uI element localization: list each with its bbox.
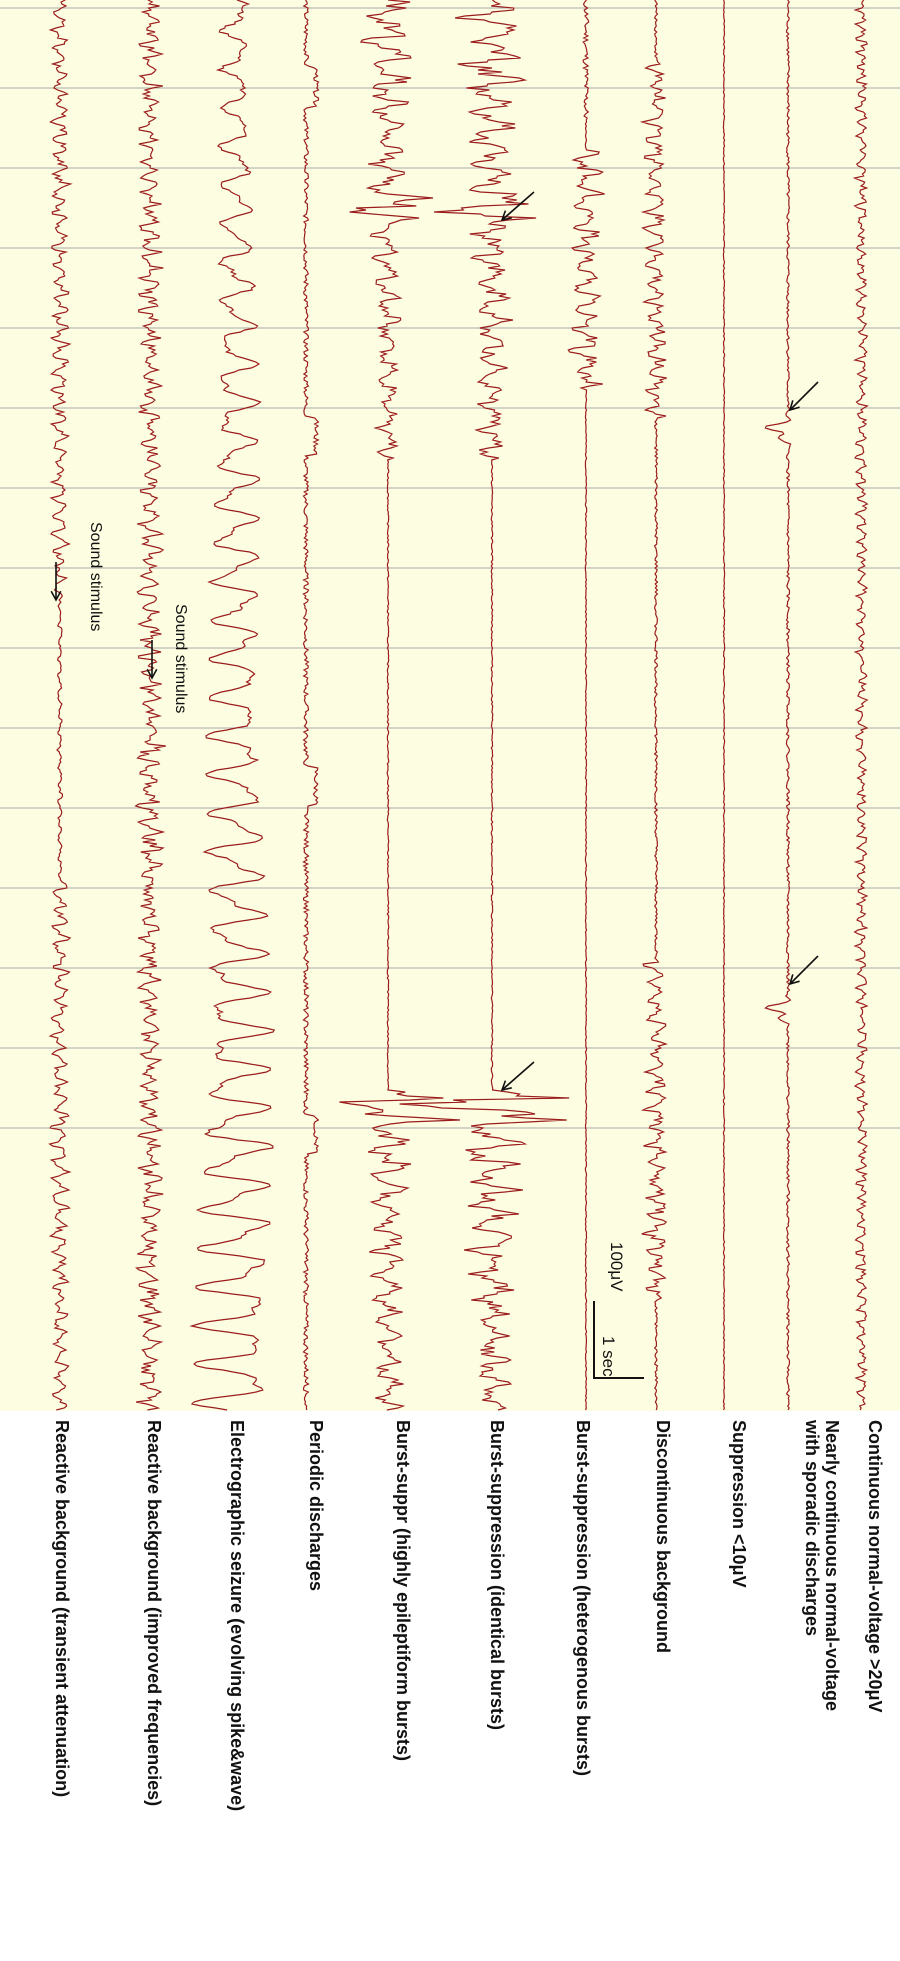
- trace-bs-heterogenous: [567, 0, 605, 1411]
- label-bs-epileptiform: Burst-suppr (highly epileptiform bursts): [390, 1420, 418, 1950]
- label-bs-identical-text: Burst-suppression (identical bursts): [487, 1420, 507, 1731]
- label-bs-heterogenous: Burst-suppression (heterogenous bursts): [570, 1420, 598, 1950]
- label-reactive-improved: Reactive background (improved frequencie…: [141, 1420, 169, 1950]
- label-bs-epileptiform-text: Burst-suppr (highly epileptiform bursts): [393, 1420, 413, 1762]
- scale-bar-amplitude-label: 100μV: [607, 1242, 626, 1292]
- label-bs-identical: Burst-suppression (identical bursts): [484, 1420, 512, 1950]
- arrow-sporadic-bottom-icon: [788, 955, 819, 986]
- label-continuous-normal-text: Continuous normal-voltage >20μV: [865, 1420, 885, 1713]
- trace-seizure: [189, 0, 276, 1411]
- trace-bs-epileptiform: [339, 0, 461, 1411]
- trace-suppression: [722, 0, 726, 1411]
- label-nearly-continuous-text: Nearly continuous normal-voltage with sp…: [802, 1420, 842, 1711]
- label-reactive-attenuation-text: Reactive background (transient attenuati…: [52, 1420, 72, 1798]
- trace-discontinuous: [639, 0, 669, 1411]
- label-seizure: Electrographic seizure (evolving spike&w…: [224, 1420, 252, 1950]
- label-nearly-continuous-line2: with sporadic discharges: [802, 1420, 822, 1637]
- scale-bar-time-label: 1 sec: [599, 1336, 618, 1377]
- label-nearly-continuous: Nearly continuous normal-voltage with sp…: [800, 1420, 844, 1950]
- label-reactive-attenuation: Reactive background (transient attenuati…: [49, 1420, 77, 1950]
- label-periodic: Periodic discharges: [303, 1420, 331, 1950]
- label-nearly-continuous-line1: Nearly continuous normal-voltage: [822, 1420, 842, 1712]
- trace-nearly-continuous: [764, 0, 792, 1411]
- sound-stimulus-label-2: Sound stimulus: [172, 604, 189, 714]
- arrow-sound-1-icon: [50, 562, 62, 602]
- trace-reactive-attenuation: [48, 0, 73, 1411]
- label-suppression-text: Suppression <10μV: [729, 1420, 749, 1588]
- label-reactive-improved-text: Reactive background (improved frequencie…: [144, 1420, 164, 1807]
- trace-bs-identical: [399, 0, 570, 1411]
- eeg-plot-area: [0, 0, 900, 1411]
- label-bs-heterogenous-text: Burst-suppression (heterogenous bursts): [573, 1420, 593, 1777]
- scale-bar: [593, 1301, 644, 1379]
- trace-continuous-normal: [852, 0, 869, 1411]
- label-periodic-text: Periodic discharges: [306, 1420, 326, 1592]
- label-discontinuous: Discontinuous background: [650, 1420, 678, 1950]
- arrow-bs-burst-bottom-icon: [500, 1061, 535, 1092]
- eeg-traces-svg: [0, 0, 900, 1411]
- label-seizure-text: Electrographic seizure (evolving spike&w…: [227, 1420, 247, 1812]
- arrow-sporadic-top-icon: [788, 381, 819, 412]
- sound-stimulus-label-1: Sound stimulus: [87, 522, 104, 632]
- label-continuous-normal: Continuous normal-voltage >20μV: [862, 1420, 890, 1950]
- arrow-bs-burst-top-icon: [500, 191, 535, 222]
- label-suppression: Suppression <10μV: [726, 1420, 754, 1950]
- label-discontinuous-text: Discontinuous background: [653, 1420, 673, 1654]
- trace-reactive-improved: [134, 0, 166, 1411]
- trace-periodic: [302, 0, 320, 1411]
- arrow-sound-2-icon: [146, 640, 158, 680]
